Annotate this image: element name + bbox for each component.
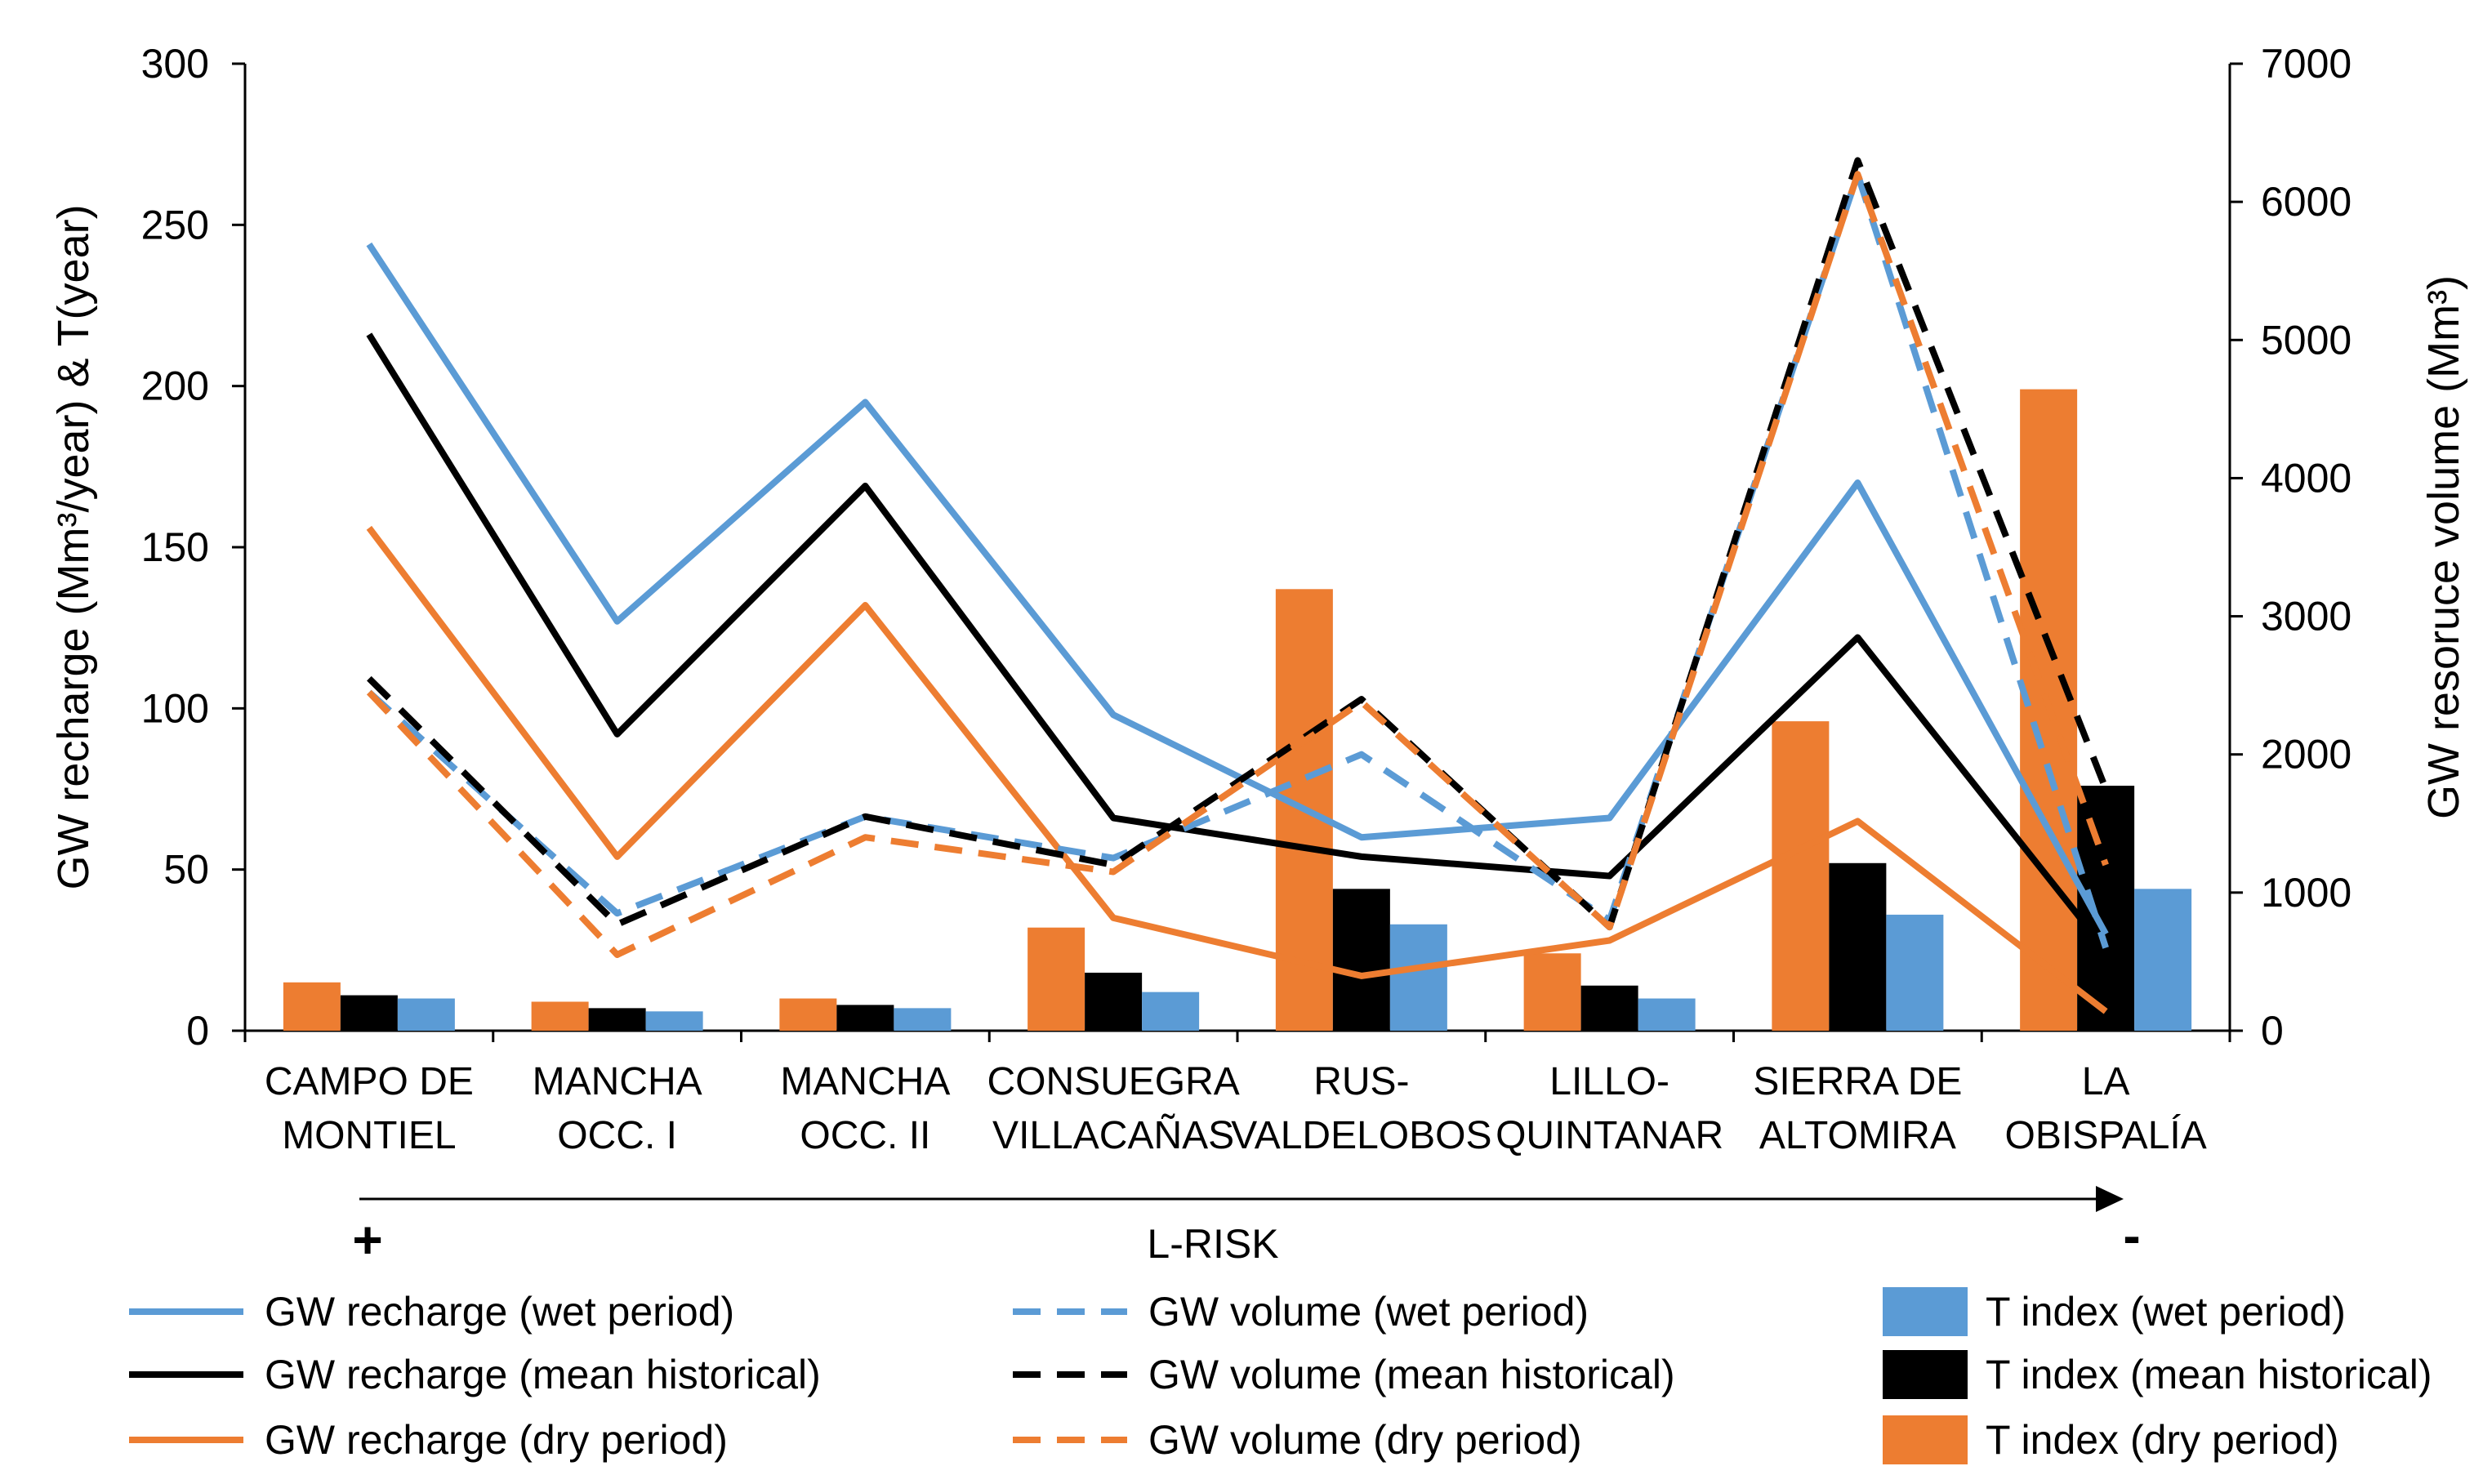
line-layer — [366, 157, 2109, 1014]
category-label: MANCHA — [533, 1060, 702, 1103]
bar-t-index-wet-period — [645, 1011, 703, 1031]
right-tick-label: 7000 — [2261, 41, 2351, 87]
bar-t-index-mean-historical — [2077, 786, 2135, 1031]
line-gw-recharge-wet-period — [366, 242, 2109, 936]
line-gw-recharge-mean-historical — [366, 332, 2109, 952]
right-tick-label: 1000 — [2261, 870, 2351, 916]
category-label: LILLO- — [1549, 1060, 1669, 1103]
bar-t-index-mean-historical — [836, 1005, 894, 1031]
bar-t-index-mean-historical — [1829, 862, 1887, 1031]
left-tick-label: 100 — [141, 685, 209, 731]
bar-layer — [283, 389, 2192, 1031]
bar-t-index-dry-period — [283, 982, 341, 1031]
bar-t-index-wet-period — [397, 998, 455, 1031]
risk-axis-label: L-RISK — [1147, 1221, 1278, 1267]
legend-swatch-t-index-wet-period — [1883, 1287, 1968, 1336]
bar-t-index-wet-period — [1638, 998, 1696, 1031]
bar-t-index-wet-period — [894, 1008, 952, 1031]
legend-swatch-t-index-dry-period — [1883, 1415, 1968, 1464]
line-gw-volume-wet-period — [367, 171, 2109, 949]
legend-label: GW recharge (dry period) — [265, 1417, 728, 1463]
left-tick-label: 50 — [163, 847, 209, 893]
risk-end-sign: - — [2123, 1206, 2140, 1265]
bar-t-index-mean-historical — [340, 995, 398, 1031]
bar-t-index-mean-historical — [1332, 889, 1390, 1031]
category-label: QUINTANAR — [1496, 1114, 1723, 1157]
left-tick-label: 300 — [141, 41, 209, 87]
bar-t-index-dry-period — [1772, 721, 1830, 1031]
left-tick-label: 0 — [186, 1008, 209, 1054]
legend-swatch-t-index-mean-historical — [1883, 1350, 1968, 1399]
right-tick-label: 4000 — [2261, 455, 2351, 501]
bar-t-index-dry-period — [1523, 953, 1581, 1031]
category-label: OCC. II — [800, 1114, 930, 1157]
legend-label: GW volume (dry period) — [1148, 1417, 1582, 1463]
category-label: CAMPO DE — [265, 1060, 474, 1103]
right-tick-label: 0 — [2261, 1008, 2284, 1054]
bar-t-index-wet-period — [1886, 914, 1944, 1031]
right-tick-label: 6000 — [2261, 179, 2351, 225]
legend: GW recharge (wet period) GW volume (wet p… — [129, 1287, 2432, 1464]
right-tick-label: 2000 — [2261, 732, 2351, 778]
left-tick-label: 200 — [141, 363, 209, 409]
bar-t-index-wet-period — [1389, 924, 1447, 1031]
risk-arrow-head — [2096, 1186, 2124, 1212]
bar-t-index-dry-period — [531, 1001, 589, 1031]
right-axis-title: GW resoruce volume (Mm³) — [2419, 275, 2468, 819]
risk-start-sign: + — [352, 1210, 382, 1269]
bar-t-index-mean-historical — [1580, 985, 1638, 1031]
legend-label: GW volume (wet period) — [1148, 1289, 1589, 1335]
label-layer: CAMPO DE MONTIEL MANCHA OCC. I MANCHA OCC. II… — [265, 1060, 2207, 1269]
legend-label: GW recharge (mean historical) — [265, 1352, 821, 1397]
legend-label: GW recharge (wet period) — [265, 1289, 734, 1335]
category-label: SIERRA DE — [1753, 1060, 1962, 1103]
bar-t-index-mean-historical — [588, 1008, 646, 1031]
legend-label: GW volume (mean historical) — [1148, 1352, 1675, 1397]
bar-t-index-mean-historical — [1085, 972, 1143, 1031]
category-label: LA — [2082, 1060, 2130, 1103]
left-axis-title: GW recharge (Mm³/year) & T(year) — [49, 204, 98, 889]
legend-label: T index (mean historical) — [1986, 1352, 2432, 1397]
line-gw-recharge-dry-period — [366, 525, 2108, 1014]
right-tick-label: 3000 — [2261, 594, 2351, 640]
category-label: VALDELOBOS — [1231, 1114, 1491, 1157]
axes: 0501001502002503000100020003000400050006… — [49, 41, 2468, 1054]
legend-label: T index (dry period) — [1986, 1417, 2339, 1463]
line-gw-volume-mean-historical — [367, 157, 2109, 931]
legend-label: T index (wet period) — [1986, 1289, 2346, 1335]
category-label: OBISPALÍA — [2005, 1114, 2207, 1157]
category-label: MONTIEL — [282, 1114, 456, 1157]
left-tick-label: 250 — [141, 202, 209, 247]
line-gw-volume-dry-period — [366, 171, 2109, 958]
bar-t-index-dry-period — [779, 998, 837, 1031]
category-label: CONSUEGRA — [987, 1060, 1239, 1103]
category-label: OCC. I — [557, 1114, 677, 1157]
bar-t-index-wet-period — [2134, 889, 2192, 1031]
right-tick-label: 5000 — [2261, 317, 2351, 363]
category-label: ALTOMIRA — [1759, 1114, 1956, 1157]
category-label: VILLACAÑAS — [992, 1113, 1234, 1157]
category-label: RUS- — [1313, 1060, 1409, 1103]
bar-t-index-wet-period — [1142, 992, 1200, 1031]
left-tick-label: 150 — [141, 524, 209, 570]
category-label: MANCHA — [780, 1060, 950, 1103]
bar-t-index-dry-period — [1028, 927, 1085, 1031]
